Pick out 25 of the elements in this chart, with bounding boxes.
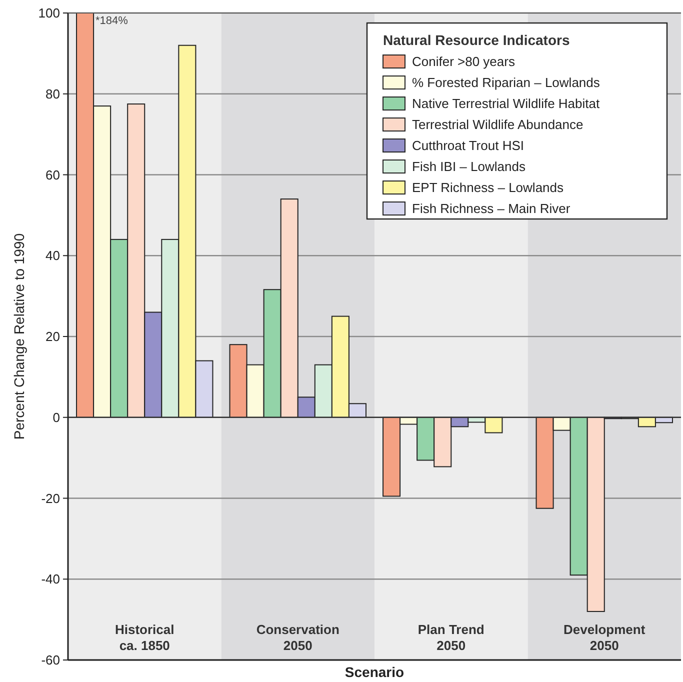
annotation: *184% bbox=[96, 15, 128, 27]
legend-label: Fish IBI – Lowlands bbox=[412, 159, 526, 174]
y-tick-label: 40 bbox=[46, 248, 60, 264]
y-tick-label: 100 bbox=[38, 6, 60, 21]
legend-label: Native Terrestrial Wildlife Habitat bbox=[412, 96, 600, 111]
y-tick-label: 60 bbox=[46, 167, 60, 182]
legend-label: Conifer >80 years bbox=[412, 54, 516, 69]
x-tick-label: Historical ca. 1850 bbox=[115, 622, 174, 653]
y-tick-label: -20 bbox=[41, 490, 60, 506]
legend-label: Cutthroat Trout HSI bbox=[412, 138, 524, 153]
y-axis-title: Percent Change Relative to 1990 bbox=[11, 233, 27, 440]
y-tick-label: 0 bbox=[52, 410, 60, 425]
x-tick-label: Conservation 2050 bbox=[256, 622, 340, 653]
x-tick-label: Development 2050 bbox=[564, 622, 646, 653]
legend-label: EPT Richness – Lowlands bbox=[412, 180, 564, 195]
legend-label: Terrestrial Wildlife Abundance bbox=[412, 117, 584, 132]
legend-title: Natural Resource Indicators bbox=[383, 32, 570, 48]
y-tick-label: -40 bbox=[41, 572, 60, 587]
y-tick-label: 80 bbox=[46, 86, 60, 102]
legend-label: Fish Richness – Main River bbox=[412, 201, 571, 216]
y-tick-label: -60 bbox=[41, 652, 60, 668]
legend-label: % Forested Riparian – Lowlands bbox=[412, 75, 600, 90]
y-tick-label: 20 bbox=[46, 329, 60, 344]
x-axis-title: Scenario bbox=[344, 664, 404, 680]
x-tick-label: Plan Trend 2050 bbox=[418, 622, 484, 653]
